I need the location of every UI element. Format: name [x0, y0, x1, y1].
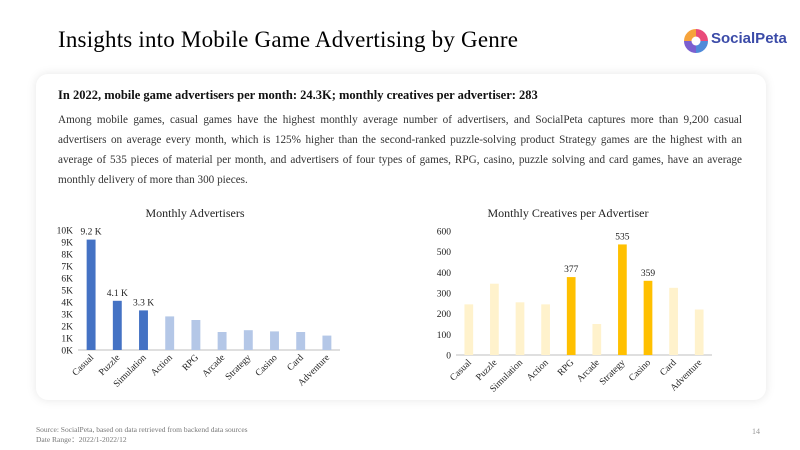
chart1-data-label: 377	[564, 265, 579, 275]
chart0-category-label: Action	[149, 353, 175, 379]
chart0-ytick-label: 0K	[61, 347, 73, 357]
chart0-ytick-label: 1K	[61, 335, 73, 345]
chart0-data-label: 9.2 K	[81, 228, 102, 238]
chart0-ytick-label: 10K	[57, 227, 74, 237]
chart1-bar-card	[669, 287, 678, 355]
chart0-category-label: Casual	[71, 353, 97, 379]
chart1-title: Monthly Creatives per Advertiser	[488, 206, 649, 220]
body-text: Among mobile games, casual games have th…	[58, 114, 742, 186]
date-range: Date Range：2022/1-2022/12	[36, 434, 127, 444]
chart1-bar-action	[541, 304, 550, 355]
chart1-bar-casino	[643, 280, 653, 355]
chart1-category-label: Card	[659, 358, 679, 378]
logo-mark-icon	[684, 29, 708, 53]
chart1-category-label: Action	[525, 358, 551, 384]
chart0-bar-strategy	[243, 330, 253, 350]
monthly-creatives-chart: Monthly Creatives per Advertiser 0 100 200 3…	[437, 206, 712, 395]
page-number: 14	[752, 427, 760, 436]
chart0-ytick-label: 6K	[61, 275, 73, 285]
chart0-bar-casino	[270, 331, 279, 350]
chart0-ytick-label: 2K	[61, 323, 73, 333]
chart0-category-label: RPG	[181, 353, 201, 373]
chart1-ytick-label: 100	[437, 331, 452, 341]
chart1-category-label: Strategy	[598, 358, 628, 388]
chart0-bar-action	[165, 316, 175, 350]
chart0-ytick-label: 4K	[61, 299, 73, 309]
chart1-ytick-label: 200	[437, 310, 452, 320]
chart1-category-label: Casino	[627, 358, 653, 384]
chart0-category-label: Puzzle	[97, 353, 122, 378]
source-note: Source: SocialPeta, based on data retrie…	[36, 425, 248, 434]
chart1-bar-rpg	[566, 277, 576, 355]
page-title: Insights into Mobile Game Advertising by…	[58, 27, 519, 52]
chart0-bar-adventure	[322, 335, 332, 350]
chart0-data-label: 3.3 K	[133, 298, 154, 308]
chart1-data-label: 535	[615, 232, 630, 242]
chart0-bar-card	[296, 332, 306, 350]
chart0-ytick-label: 7K	[61, 263, 73, 273]
chart0-ytick-label: 3K	[61, 311, 73, 321]
chart1-ytick-label: 500	[437, 248, 452, 258]
chart1-bar-arcade	[592, 324, 602, 355]
chart0-bar-arcade	[217, 332, 227, 350]
chart1-data-label: 359	[641, 269, 656, 279]
chart0-category-label: Card	[286, 353, 306, 373]
chart1-bar-simulation	[515, 302, 525, 355]
chart0-bar-puzzle	[112, 300, 122, 350]
chart0-bar-casual	[86, 239, 96, 350]
chart0-data-label: 4.1 K	[107, 289, 128, 299]
chart1-category-label: RPG	[556, 358, 576, 378]
chart1-bar-casual	[464, 304, 474, 355]
socialpeta-logo	[684, 29, 708, 53]
chart0-ytick-label: 9K	[61, 239, 73, 249]
chart0-ytick-label: 5K	[61, 287, 73, 297]
chart0-title: Monthly Advertisers	[146, 206, 245, 220]
chart1-category-label: Casual	[449, 358, 475, 384]
chart0-category-label: Strategy	[224, 353, 254, 383]
chart0-category-label: Casino	[254, 353, 280, 379]
monthly-advertisers-chart: Monthly Advertisers 0K 1K 2K 3K 4K 5K 6K 7K 8K 9K 1…	[57, 206, 340, 390]
chart1-bar-strategy	[618, 244, 627, 355]
footer: Source: SocialPeta, based on data retrie…	[36, 425, 248, 444]
chart1-ytick-label: 0	[446, 352, 451, 362]
chart0-ytick-label: 8K	[61, 251, 73, 261]
chart1-bar-adventure	[694, 309, 704, 355]
logo-text: SocialPeta	[711, 30, 787, 47]
chart1-ytick-label: 400	[437, 269, 452, 279]
headline: In 2022, mobile game advertisers per mon…	[58, 88, 538, 102]
chart1-ytick-label: 600	[437, 228, 452, 238]
chart0-bar-rpg	[191, 320, 201, 350]
chart1-ytick-label: 300	[437, 290, 452, 300]
chart1-bar-puzzle	[490, 283, 499, 355]
chart0-bar-simulation	[139, 310, 148, 350]
